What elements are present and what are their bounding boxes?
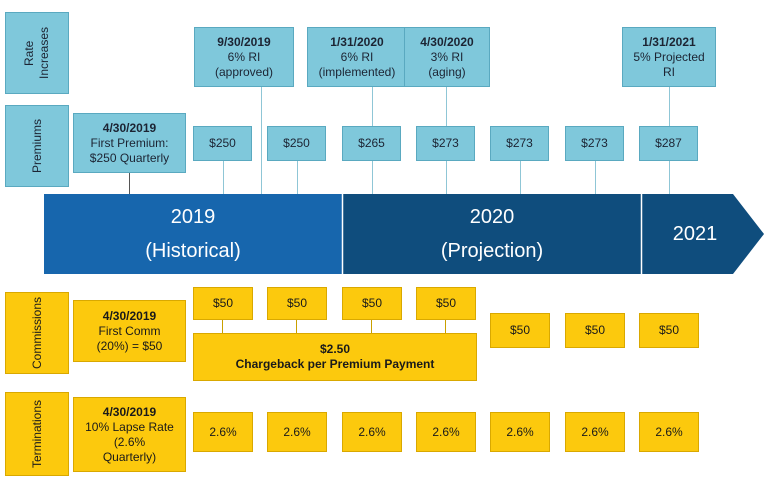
termination-box: 2.6% [490,412,550,452]
commission-box: $50 [490,313,550,348]
timeline-future-arrowhead [642,194,764,274]
first-commission-box: 4/30/2019 First Comm (20%) = $50 [73,300,186,362]
premium-connector-6 [595,160,596,194]
commission-connector-4 [445,319,446,333]
timeline-projection-band [343,194,641,274]
commission-box: $50 [416,287,476,320]
termination-box: 2.6% [416,412,476,452]
terminations-row-label: Terminations [5,392,69,476]
rate-increase-box: 1/31/2021 5% Projected RI [622,27,716,87]
commission-box: $50 [342,287,402,320]
commission-box: $50 [639,313,699,348]
premium-box: $287 [639,126,698,161]
commissions-row-label: Commissions [5,292,69,374]
commission-box: $50 [565,313,625,348]
future-band-label: 2021 [672,223,718,245]
chargeback-box: $2.50 Chargeback per Premium Payment [193,333,477,381]
first-lapse-box: 4/30/2019 10% Lapse Rate (2.6% Quarterly… [73,397,186,472]
ri-connector-4 [669,87,670,126]
premium-connector-7 [669,160,670,194]
rate-increase-box: 1/31/2020 6% RI (implemented) [307,27,407,87]
commission-connector-1 [222,319,223,333]
termination-box: 2.6% [267,412,327,452]
commission-box: $50 [267,287,327,320]
first-premium-connector [129,173,130,194]
rate-increase-box: 9/30/2019 6% RI (approved) [194,27,294,87]
commission-connector-2 [296,319,297,333]
premiums-row-label: Premiums [5,105,69,187]
termination-box: 2.6% [342,412,402,452]
commission-connector-3 [371,319,372,333]
premium-connector-1 [223,160,224,194]
termination-box: 2.6% [639,412,699,452]
premium-box: $250 [193,126,252,161]
premium-connector-4 [446,160,447,194]
first-premium-box: 4/30/2019 First Premium: $250 Quarterly [73,113,186,173]
premium-box: $273 [416,126,475,161]
premium-connector-5 [520,160,521,194]
rate-increases-row-label: Rate Increases [5,12,69,94]
ri-connector-2 [372,87,373,126]
historical-band-label: 2019 (Historical) [145,206,241,262]
projection-band-label: 2020 (Projection) [440,206,544,262]
premium-box: $273 [490,126,549,161]
premium-connector-3 [372,160,373,194]
commission-box: $50 [193,287,253,320]
termination-box: 2.6% [193,412,253,452]
termination-box: 2.6% [565,412,625,452]
premium-box: $250 [267,126,326,161]
ri-connector-3 [446,87,447,126]
rate-increase-box: 4/30/2020 3% RI (aging) [404,27,490,87]
premium-connector-2 [297,160,298,194]
timeline-historical-band [44,194,342,274]
ri-connector-1 [261,87,262,194]
premium-box: $273 [565,126,624,161]
premium-box: $265 [342,126,401,161]
